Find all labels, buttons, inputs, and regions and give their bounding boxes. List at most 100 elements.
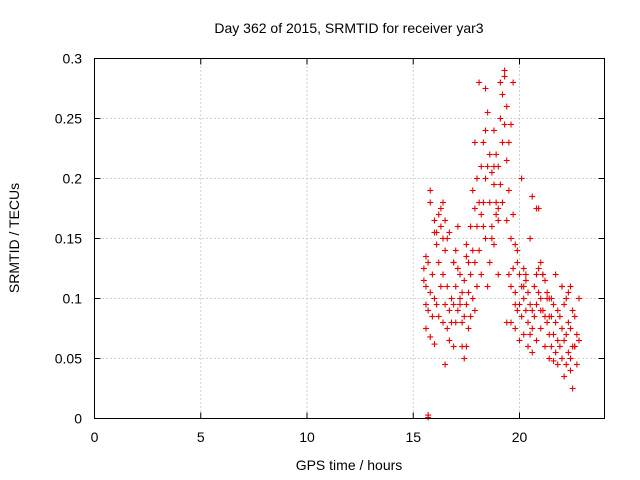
data-point [520, 331, 527, 338]
data-point [463, 301, 470, 308]
data-point [454, 223, 461, 230]
data-point [457, 301, 463, 308]
data-point [525, 319, 531, 326]
y-tick-label: 0.25 [55, 111, 82, 127]
data-point [573, 361, 580, 368]
y-axis-title: SRMTID / TECUs [6, 183, 22, 293]
data-point [567, 367, 574, 374]
data-point [569, 307, 576, 314]
data-point [478, 271, 485, 278]
data-point [480, 139, 487, 146]
x-tick-label: 15 [405, 429, 421, 445]
data-point [463, 241, 470, 248]
data-point [501, 67, 508, 74]
data-point [567, 355, 574, 362]
data-point [476, 79, 483, 86]
data-point [431, 341, 438, 348]
data-point [467, 223, 474, 230]
data-point [463, 253, 470, 260]
data-point [465, 259, 472, 266]
data-point [576, 295, 582, 302]
data-point [550, 301, 557, 308]
chart-title: Day 362 of 2015, SRMTID for receiver yar… [214, 20, 483, 36]
data-point [508, 121, 514, 128]
data-point [454, 265, 461, 272]
data-point [488, 235, 495, 242]
data-point [435, 259, 442, 266]
data-point [520, 295, 527, 302]
data-point [533, 337, 540, 344]
data-point [535, 205, 542, 212]
data-point [527, 331, 534, 338]
data-point [495, 271, 502, 278]
data-point [450, 259, 457, 266]
data-point [437, 283, 444, 290]
data-point [452, 319, 459, 326]
data-point [469, 247, 476, 254]
data-point [420, 277, 427, 284]
plot-frame [94, 58, 605, 419]
data-point [491, 127, 497, 134]
data-point [512, 301, 519, 308]
data-point [565, 289, 572, 296]
data-point [514, 247, 521, 254]
data-point [522, 277, 529, 284]
data-point [531, 313, 538, 320]
data-point [501, 73, 508, 80]
data-point [493, 151, 500, 158]
data-point [452, 247, 459, 254]
data-point [505, 187, 512, 194]
data-point [433, 301, 440, 308]
data-point [499, 91, 506, 98]
data-point [474, 175, 480, 182]
data-point [569, 385, 576, 392]
data-point [469, 295, 476, 302]
data-point [435, 313, 442, 320]
data-point [539, 271, 546, 278]
data-point [516, 337, 523, 344]
data-point [446, 337, 453, 344]
data-point [573, 331, 580, 338]
data-point [561, 373, 568, 380]
data-point [452, 283, 459, 290]
data-point [503, 157, 510, 164]
data-point [429, 271, 436, 278]
data-point [563, 361, 570, 368]
data-point [537, 307, 544, 314]
data-point [440, 199, 446, 206]
data-point [491, 163, 497, 170]
y-tick-label: 0.1 [63, 291, 83, 307]
data-point [550, 331, 557, 338]
data-point [510, 79, 517, 86]
data-point [525, 289, 531, 296]
data-point [535, 289, 542, 296]
x-tick-label: 20 [512, 429, 528, 445]
data-point [474, 283, 480, 290]
data-point [476, 247, 483, 254]
data-point [529, 193, 536, 200]
data-point [442, 247, 449, 254]
y-tick-label: 0.05 [55, 351, 82, 367]
data-point [429, 313, 436, 320]
data-point [537, 295, 544, 302]
data-point [471, 139, 478, 146]
data-point [435, 211, 442, 218]
data-point [495, 217, 502, 224]
x-axis-title: GPS time / hours [296, 457, 403, 473]
data-point [497, 181, 504, 188]
data-point [503, 217, 510, 224]
data-point [527, 301, 534, 308]
data-point [499, 199, 506, 206]
data-point [552, 349, 559, 356]
data-point [520, 283, 527, 290]
data-point [527, 235, 534, 242]
data-point [552, 271, 559, 278]
data-point [486, 199, 493, 206]
data-point [518, 313, 525, 320]
data-point [444, 235, 451, 242]
data-point [514, 307, 521, 314]
data-point [510, 211, 517, 218]
data-point [486, 151, 493, 158]
data-point [510, 265, 517, 272]
